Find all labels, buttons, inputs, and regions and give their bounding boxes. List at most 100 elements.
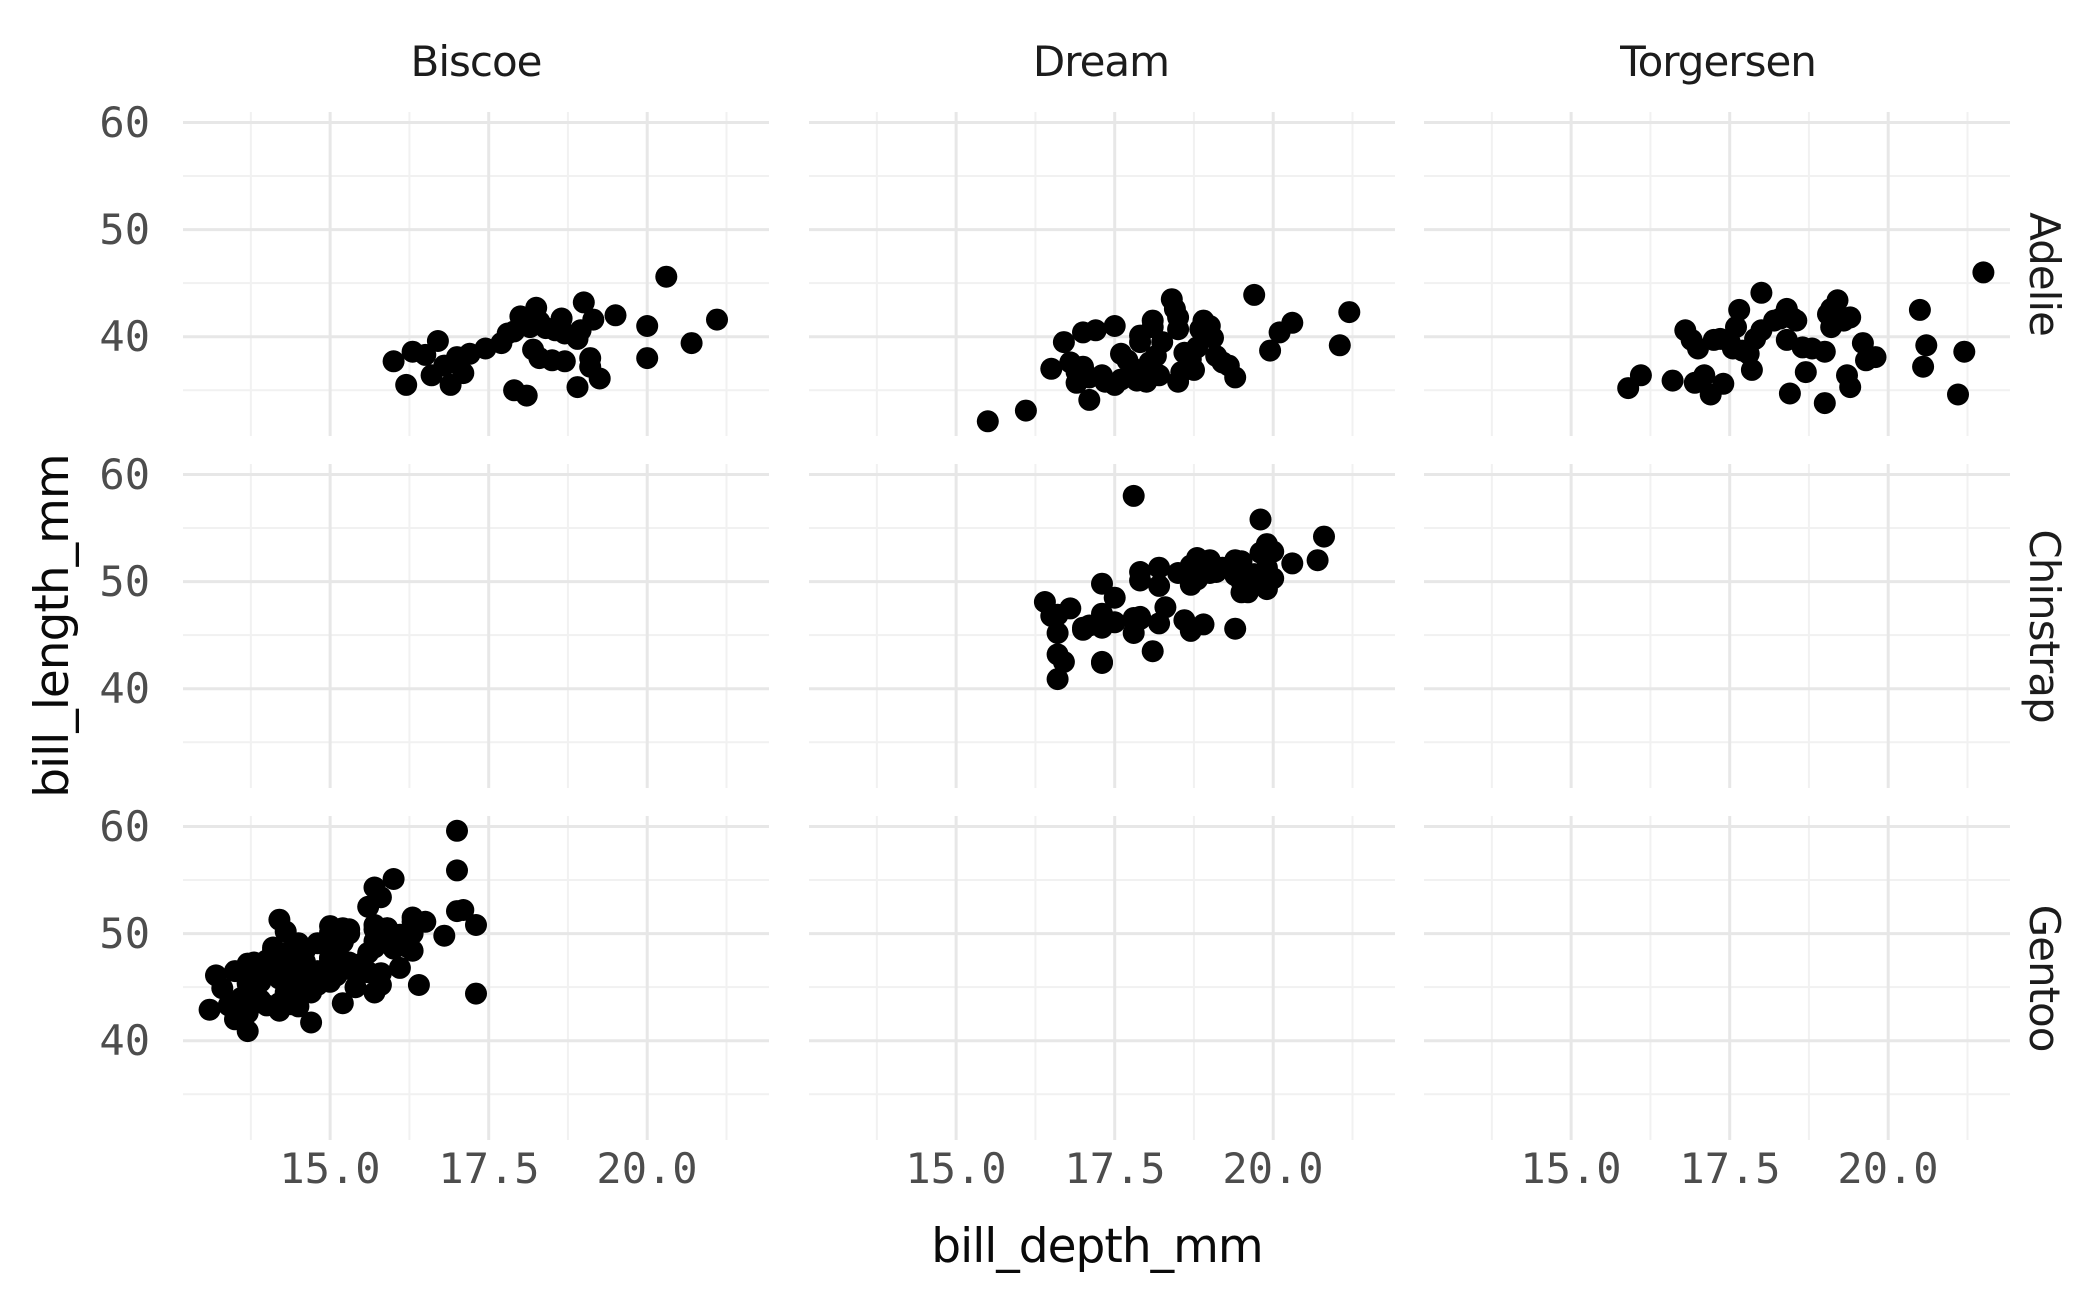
data-point xyxy=(1167,318,1190,341)
data-point xyxy=(1052,650,1075,673)
x-tick-label: 17.5 xyxy=(1064,1144,1165,1193)
data-point xyxy=(1183,358,1205,381)
data-point xyxy=(706,308,728,331)
data-point xyxy=(1794,361,1817,384)
data-point xyxy=(1839,306,1862,329)
data-point xyxy=(1661,369,1684,392)
data-point xyxy=(395,373,418,396)
data-point xyxy=(1725,316,1747,339)
data-point xyxy=(363,918,386,941)
data-point xyxy=(1122,609,1145,632)
data-point xyxy=(604,304,627,327)
data-point xyxy=(1243,283,1266,306)
data-point xyxy=(1103,586,1126,609)
data-point xyxy=(1148,364,1171,387)
data-point xyxy=(382,868,405,890)
data-point xyxy=(325,943,348,965)
data-point xyxy=(636,315,659,337)
data-point xyxy=(344,976,367,999)
x-tick-label: 20.0 xyxy=(1837,1144,1938,1193)
data-point xyxy=(1712,372,1735,395)
data-point xyxy=(1154,596,1177,619)
data-point xyxy=(407,974,430,996)
data-point xyxy=(1167,370,1190,393)
data-point xyxy=(1629,364,1652,387)
data-point xyxy=(582,308,605,331)
y-tick-label: 60 xyxy=(99,450,150,499)
data-point xyxy=(243,977,265,1000)
data-point xyxy=(680,332,703,355)
data-point xyxy=(1839,376,1862,399)
data-point xyxy=(1851,332,1874,355)
data-point xyxy=(1091,616,1113,639)
data-point xyxy=(1693,364,1716,387)
data-point xyxy=(1052,331,1075,354)
x-tick-label: 17.5 xyxy=(438,1144,539,1193)
data-point xyxy=(363,981,386,1004)
data-point xyxy=(300,1011,323,1034)
data-point xyxy=(1740,358,1763,381)
data-point xyxy=(1281,311,1304,334)
x-axis-title: bill_depth_mm xyxy=(931,1219,1262,1274)
data-point xyxy=(401,906,424,929)
data-point xyxy=(1947,383,1969,406)
data-point xyxy=(1224,617,1247,640)
data-point xyxy=(465,914,487,936)
data-point xyxy=(1908,298,1931,321)
data-point xyxy=(1072,616,1094,639)
x-tick-label: 20.0 xyxy=(596,1144,697,1193)
data-point xyxy=(331,917,354,940)
data-point xyxy=(281,939,304,962)
data-point xyxy=(1778,382,1801,405)
data-point xyxy=(1040,604,1063,627)
data-point xyxy=(515,384,538,407)
y-tick-label: 60 xyxy=(99,802,150,851)
data-point xyxy=(1255,533,1278,556)
x-tick-label: 15.0 xyxy=(279,1144,380,1193)
data-point xyxy=(1912,355,1935,378)
data-point xyxy=(1122,484,1145,507)
data-point xyxy=(1338,301,1361,324)
facet-strip-dream: Dream xyxy=(1033,37,1169,86)
data-point xyxy=(1281,552,1304,575)
data-point xyxy=(588,367,611,390)
data-point xyxy=(1179,568,1202,591)
data-point xyxy=(1249,508,1272,531)
data-point xyxy=(452,899,475,921)
data-point xyxy=(1129,331,1152,354)
data-point xyxy=(1046,668,1069,691)
data-point xyxy=(1328,334,1351,357)
facet-strip-adelie: Adelie xyxy=(2020,212,2069,336)
data-point xyxy=(1306,549,1329,572)
data-point xyxy=(211,977,234,1000)
data-point xyxy=(1014,399,1037,422)
data-point xyxy=(1224,366,1247,389)
data-point xyxy=(1046,622,1069,644)
data-point xyxy=(1230,550,1253,573)
data-point xyxy=(572,291,595,314)
y-tick-label: 50 xyxy=(99,557,150,606)
data-point xyxy=(1198,562,1221,584)
y-tick-label: 40 xyxy=(99,1016,150,1065)
data-point xyxy=(274,956,297,979)
y-tick-label: 50 xyxy=(99,909,150,958)
data-point xyxy=(1750,281,1773,304)
data-point xyxy=(255,994,278,1017)
data-point xyxy=(1173,609,1196,632)
facet-strip-gentoo: Gentoo xyxy=(2020,905,2069,1052)
panel-grid-and-points-layer xyxy=(183,112,2010,1140)
x-tick-label: 17.5 xyxy=(1679,1144,1780,1193)
data-point xyxy=(369,886,392,909)
data-point xyxy=(553,350,576,373)
data-point xyxy=(446,859,468,882)
data-point xyxy=(655,265,678,288)
data-point xyxy=(426,330,449,352)
data-point xyxy=(1129,569,1152,592)
data-point xyxy=(1953,340,1976,363)
data-point xyxy=(1785,309,1808,332)
data-point xyxy=(1148,574,1171,597)
data-point xyxy=(236,952,259,975)
data-point xyxy=(1915,334,1938,357)
